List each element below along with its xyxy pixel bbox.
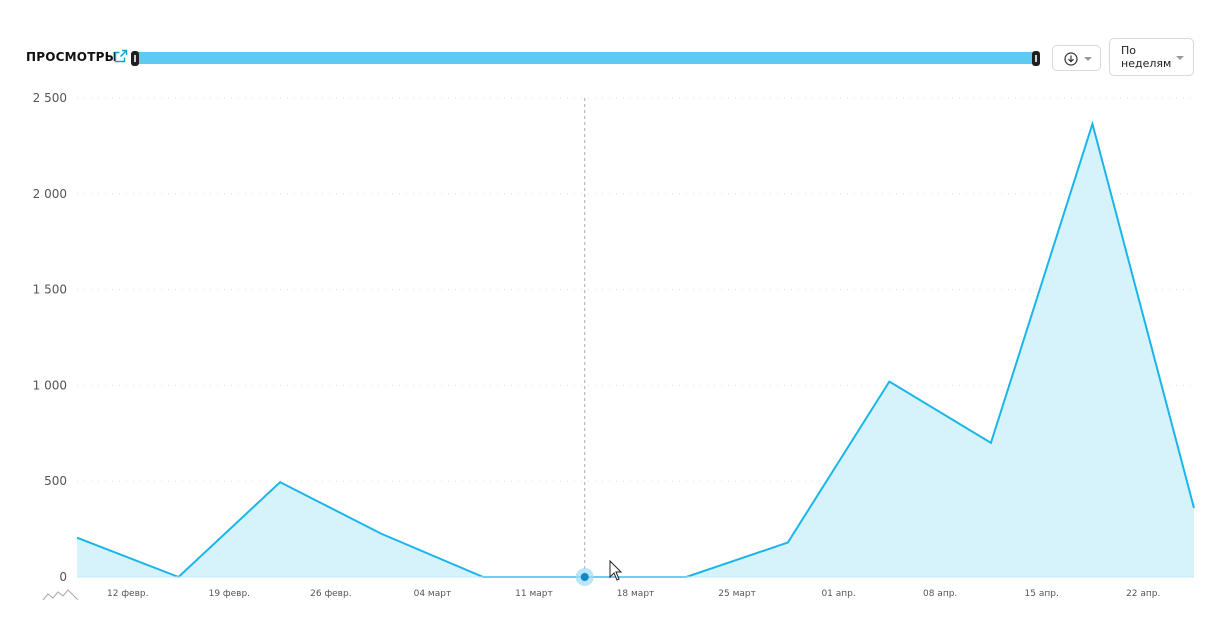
data-point[interactable]: [74, 535, 80, 541]
data-point[interactable]: [988, 440, 994, 446]
x-axis: 12 февр. 19 февр. 26 февр. 04 март 11 март 18…: [107, 589, 1160, 599]
data-point[interactable]: [683, 574, 689, 580]
x-tick-label: 04 март: [414, 589, 452, 599]
external-link-icon[interactable]: [114, 49, 128, 63]
chart-title: ПРОСМОТРЫ: [26, 50, 118, 64]
x-tick-label: 18 март: [617, 589, 655, 599]
y-tick-label: 0: [59, 570, 67, 584]
period-select[interactable]: По неделям: [1109, 38, 1194, 76]
hover-point: [580, 573, 589, 581]
data-point[interactable]: [480, 574, 486, 580]
hover-marker: [575, 568, 594, 586]
mini-chart-icon[interactable]: [42, 589, 79, 601]
y-axis: 0 500 1 000 1 500 2 000 2 500: [33, 91, 67, 584]
download-button[interactable]: [1052, 45, 1101, 71]
range-handle-end[interactable]: [1032, 51, 1040, 66]
x-tick-label: 25 март: [718, 589, 756, 599]
x-tick-label: 11 март: [515, 589, 553, 599]
cursor-icon: [609, 559, 623, 581]
range-slider-track[interactable]: [134, 52, 1037, 64]
chevron-down-icon: [1176, 56, 1184, 60]
y-tick-label: 1 500: [33, 283, 67, 297]
x-tick-label: 26 февр.: [310, 589, 351, 599]
chart-header: ПРОСМОТРЫ По неделям: [0, 0, 1222, 90]
data-point[interactable]: [785, 540, 791, 546]
x-tick-label: 22 апр.: [1126, 589, 1160, 599]
data-point[interactable]: [1191, 505, 1197, 511]
y-tick-label: 2 000: [33, 187, 67, 201]
data-point[interactable]: [277, 479, 283, 485]
x-tick-label: 12 февр.: [107, 589, 148, 599]
x-tick-label: 15 апр.: [1025, 589, 1059, 599]
data-point[interactable]: [176, 574, 182, 580]
y-tick-label: 500: [44, 474, 67, 488]
data-point[interactable]: [1089, 121, 1095, 127]
x-tick-label: 19 февр.: [209, 589, 250, 599]
x-tick-label: 01 апр.: [821, 589, 855, 599]
chevron-down-icon: [1084, 57, 1092, 61]
y-tick-label: 1 000: [33, 378, 67, 392]
series-area: [77, 123, 1194, 577]
data-point[interactable]: [379, 531, 385, 537]
x-tick-label: 08 апр.: [923, 589, 957, 599]
range-handle-start[interactable]: [131, 51, 139, 66]
data-point[interactable]: [886, 379, 892, 385]
download-icon: [1064, 52, 1078, 66]
y-tick-label: 2 500: [33, 91, 67, 105]
period-select-value: По неделям: [1121, 44, 1172, 70]
